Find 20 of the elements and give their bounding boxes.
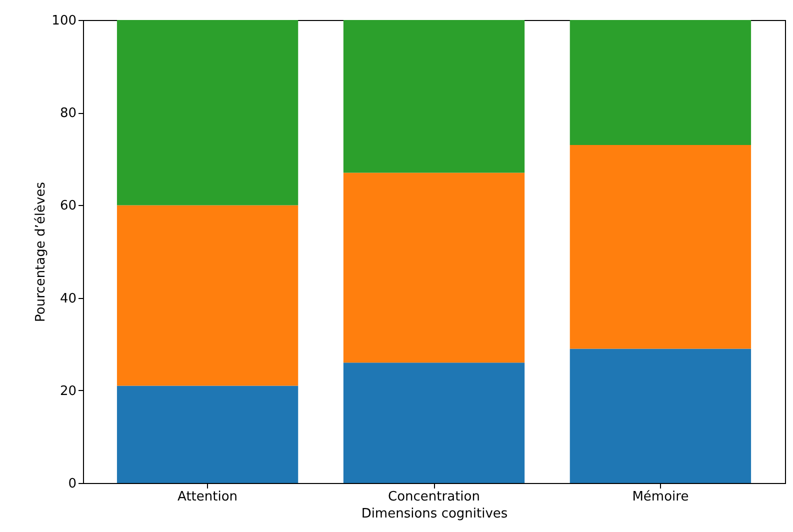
bar [343, 172, 525, 363]
y-tick-label: 100 [52, 14, 76, 28]
bar [116, 205, 298, 386]
y-tick-label: 60 [60, 198, 76, 214]
x-tick-label: Concentration [388, 490, 480, 504]
x-axis-title: Dimensions cognitives [361, 506, 508, 522]
y-tick-label: 20 [60, 384, 76, 399]
x-tick-label: Attention [178, 490, 238, 504]
bar [570, 20, 752, 146]
y-tick-label: 0 [68, 476, 76, 492]
bar [343, 362, 525, 483]
y-axis-title: Pourcentage d’élèves [34, 182, 49, 322]
bar [343, 20, 525, 173]
bar [570, 145, 752, 349]
y-tick-label: 40 [60, 291, 76, 306]
bar [116, 386, 298, 483]
bar [570, 348, 752, 483]
x-tick-label: Mémoire [632, 490, 689, 504]
bar [116, 20, 298, 206]
y-tick-label: 80 [60, 106, 76, 122]
